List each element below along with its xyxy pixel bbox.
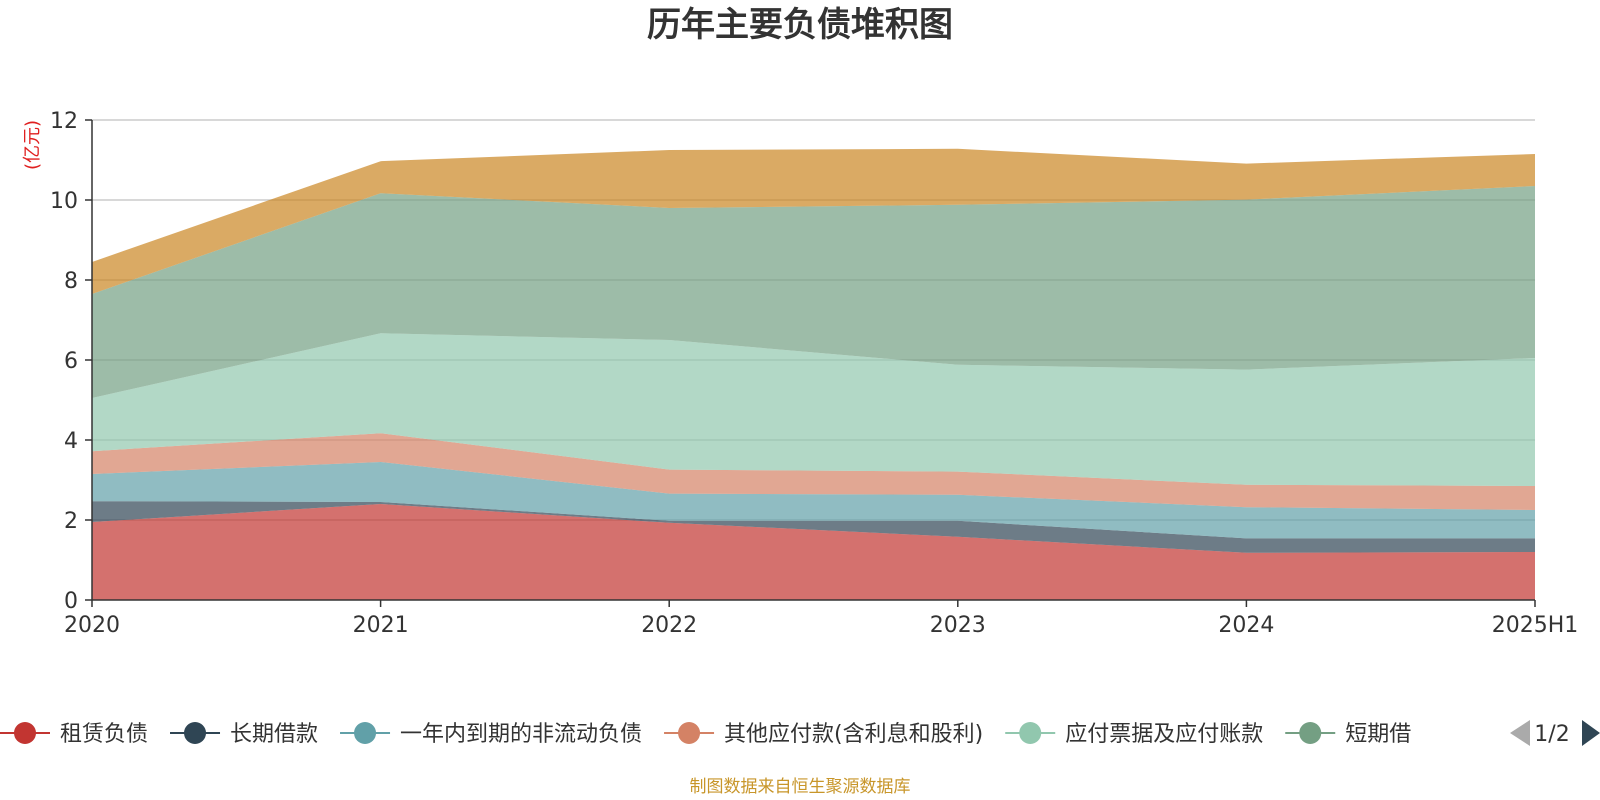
x-tick-label: 2024 <box>1218 613 1274 638</box>
y-tick-label: 12 <box>50 109 78 134</box>
triangle-left-icon[interactable] <box>1510 720 1530 746</box>
x-tick-label: 2020 <box>64 613 120 638</box>
legend-pager: 1/2 <box>1510 720 1600 747</box>
legend-item[interactable]: 租赁负债 <box>0 722 148 747</box>
legend-label: 一年内到期的非流动负债 <box>400 722 642 747</box>
chart-title: 历年主要负债堆积图 <box>647 5 953 45</box>
legend-marker-icon <box>354 722 377 744</box>
axes: 0 2 4 6 8 10 12 2020 2021 2022 2023 2024 2025H1 <box>50 109 1578 638</box>
y-tick-label: 6 <box>64 349 78 374</box>
legend-label: 其他应付款(含利息和股利) <box>724 722 983 747</box>
source-note: 制图数据来自恒生聚源数据库 <box>690 777 911 797</box>
x-tick-label: 2023 <box>930 613 986 638</box>
legend-marker-icon <box>1019 722 1042 744</box>
y-tick-label: 8 <box>64 269 78 294</box>
plot-areas <box>92 148 1535 600</box>
legend-item[interactable]: 一年内到期的非流动负债 <box>340 722 642 747</box>
y-tick-label: 4 <box>64 429 78 454</box>
legend-item[interactable]: 应付票据及应付账款 <box>1005 722 1263 747</box>
y-axis-unit-label: (亿元) <box>22 120 43 170</box>
area-series-3 <box>92 433 1535 510</box>
legend-label: 短期借 <box>1345 722 1411 747</box>
area-series-0 <box>92 504 1535 600</box>
y-tick-label: 2 <box>64 509 78 534</box>
legend-marker-icon <box>184 722 207 744</box>
x-tick-label: 2025H1 <box>1492 613 1579 638</box>
area-series-2 <box>92 462 1535 539</box>
legend-marker-icon <box>14 722 36 744</box>
y-tick-label: 10 <box>50 189 78 214</box>
area-series-6 <box>92 148 1535 294</box>
legend-marker-icon <box>678 722 701 744</box>
legend-marker-icon <box>1299 722 1322 744</box>
legend-item[interactable]: 其他应付款(含利息和股利) <box>664 722 983 747</box>
legend-page-indicator: 1/2 <box>1534 722 1569 747</box>
area-series-5 <box>92 186 1535 398</box>
legend-item[interactable]: 长期借款 <box>170 722 318 747</box>
y-tick-label: 0 <box>64 589 78 614</box>
legend-item[interactable]: 短期借 <box>1285 722 1411 747</box>
legend-label: 租赁负债 <box>60 722 148 747</box>
triangle-right-icon[interactable] <box>1582 720 1600 746</box>
legend: 租赁负债 长期借款 一年内到期的非流动负债 其他应付款(含利息和股利) 应付票据及应付账… <box>0 722 1411 747</box>
x-tick-label: 2022 <box>641 613 697 638</box>
area-series-4 <box>92 333 1535 486</box>
x-tick-label: 2021 <box>353 613 409 638</box>
legend-label: 应付票据及应付账款 <box>1065 722 1263 747</box>
legend-label: 长期借款 <box>230 722 318 747</box>
area-series-1 <box>92 501 1535 553</box>
